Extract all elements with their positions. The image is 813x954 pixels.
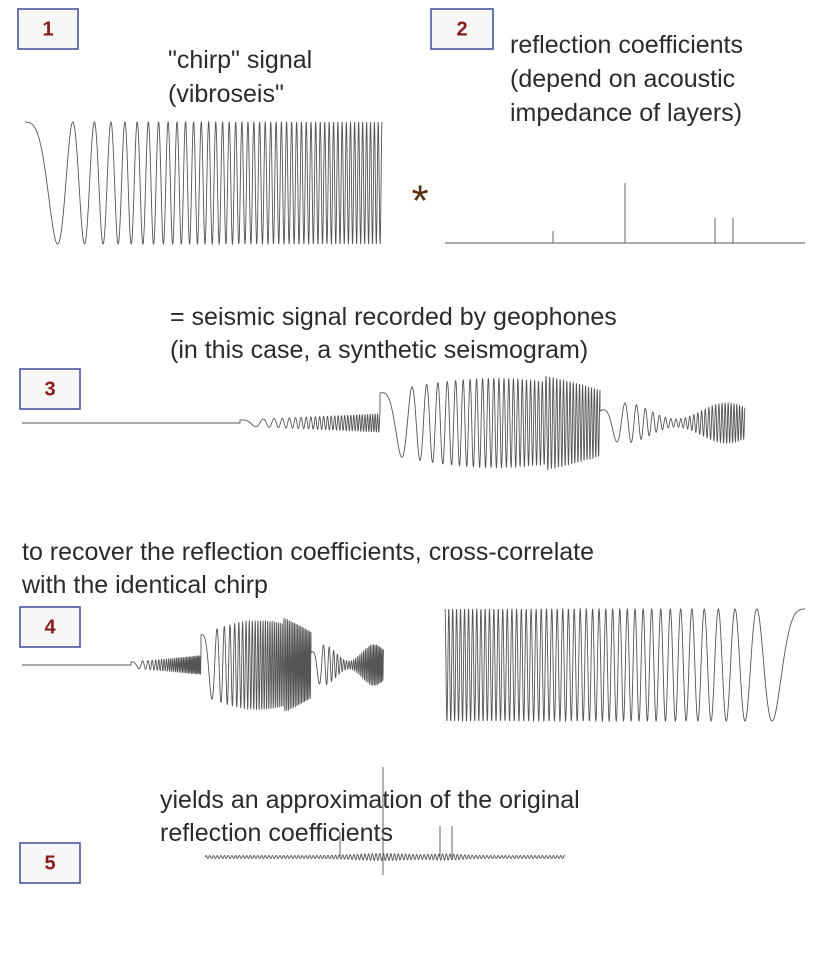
caption: reflection coefficients xyxy=(510,31,743,59)
step-box xyxy=(19,842,81,884)
step-box xyxy=(19,368,81,410)
caption: (depend on acoustic xyxy=(510,65,735,93)
seismogram-small-wave xyxy=(22,617,384,712)
step-number: 5 xyxy=(44,852,55,874)
convolution-operator: * xyxy=(411,177,428,226)
caption: "chirp" signal xyxy=(168,46,312,74)
reflection-series xyxy=(445,183,805,244)
step-number: 3 xyxy=(44,378,55,400)
correlation-wave xyxy=(204,767,566,875)
reflection-spikes xyxy=(445,183,805,244)
caption: (vibroseis" xyxy=(168,80,284,108)
step-number: 2 xyxy=(456,18,467,40)
caption: impedance of layers) xyxy=(510,99,742,127)
step-number: 1 xyxy=(42,18,53,40)
step-box xyxy=(430,8,494,50)
caption: reflection coefficients xyxy=(160,819,393,847)
caption: to recover the reflection coefficients, … xyxy=(22,538,594,566)
caption: with the identical chirp xyxy=(21,571,268,599)
step-box xyxy=(17,8,79,50)
step-box xyxy=(19,606,81,648)
seismogram-wave xyxy=(22,375,746,471)
caption: yields an approximation of the original xyxy=(160,786,580,814)
step-number: 4 xyxy=(44,616,56,638)
chirp-wave xyxy=(25,120,383,246)
caption: (in this case, a synthetic seismogram) xyxy=(170,336,588,364)
caption: = seismic signal recorded by geophones xyxy=(170,303,617,331)
reversed-chirp-wave xyxy=(444,607,805,723)
